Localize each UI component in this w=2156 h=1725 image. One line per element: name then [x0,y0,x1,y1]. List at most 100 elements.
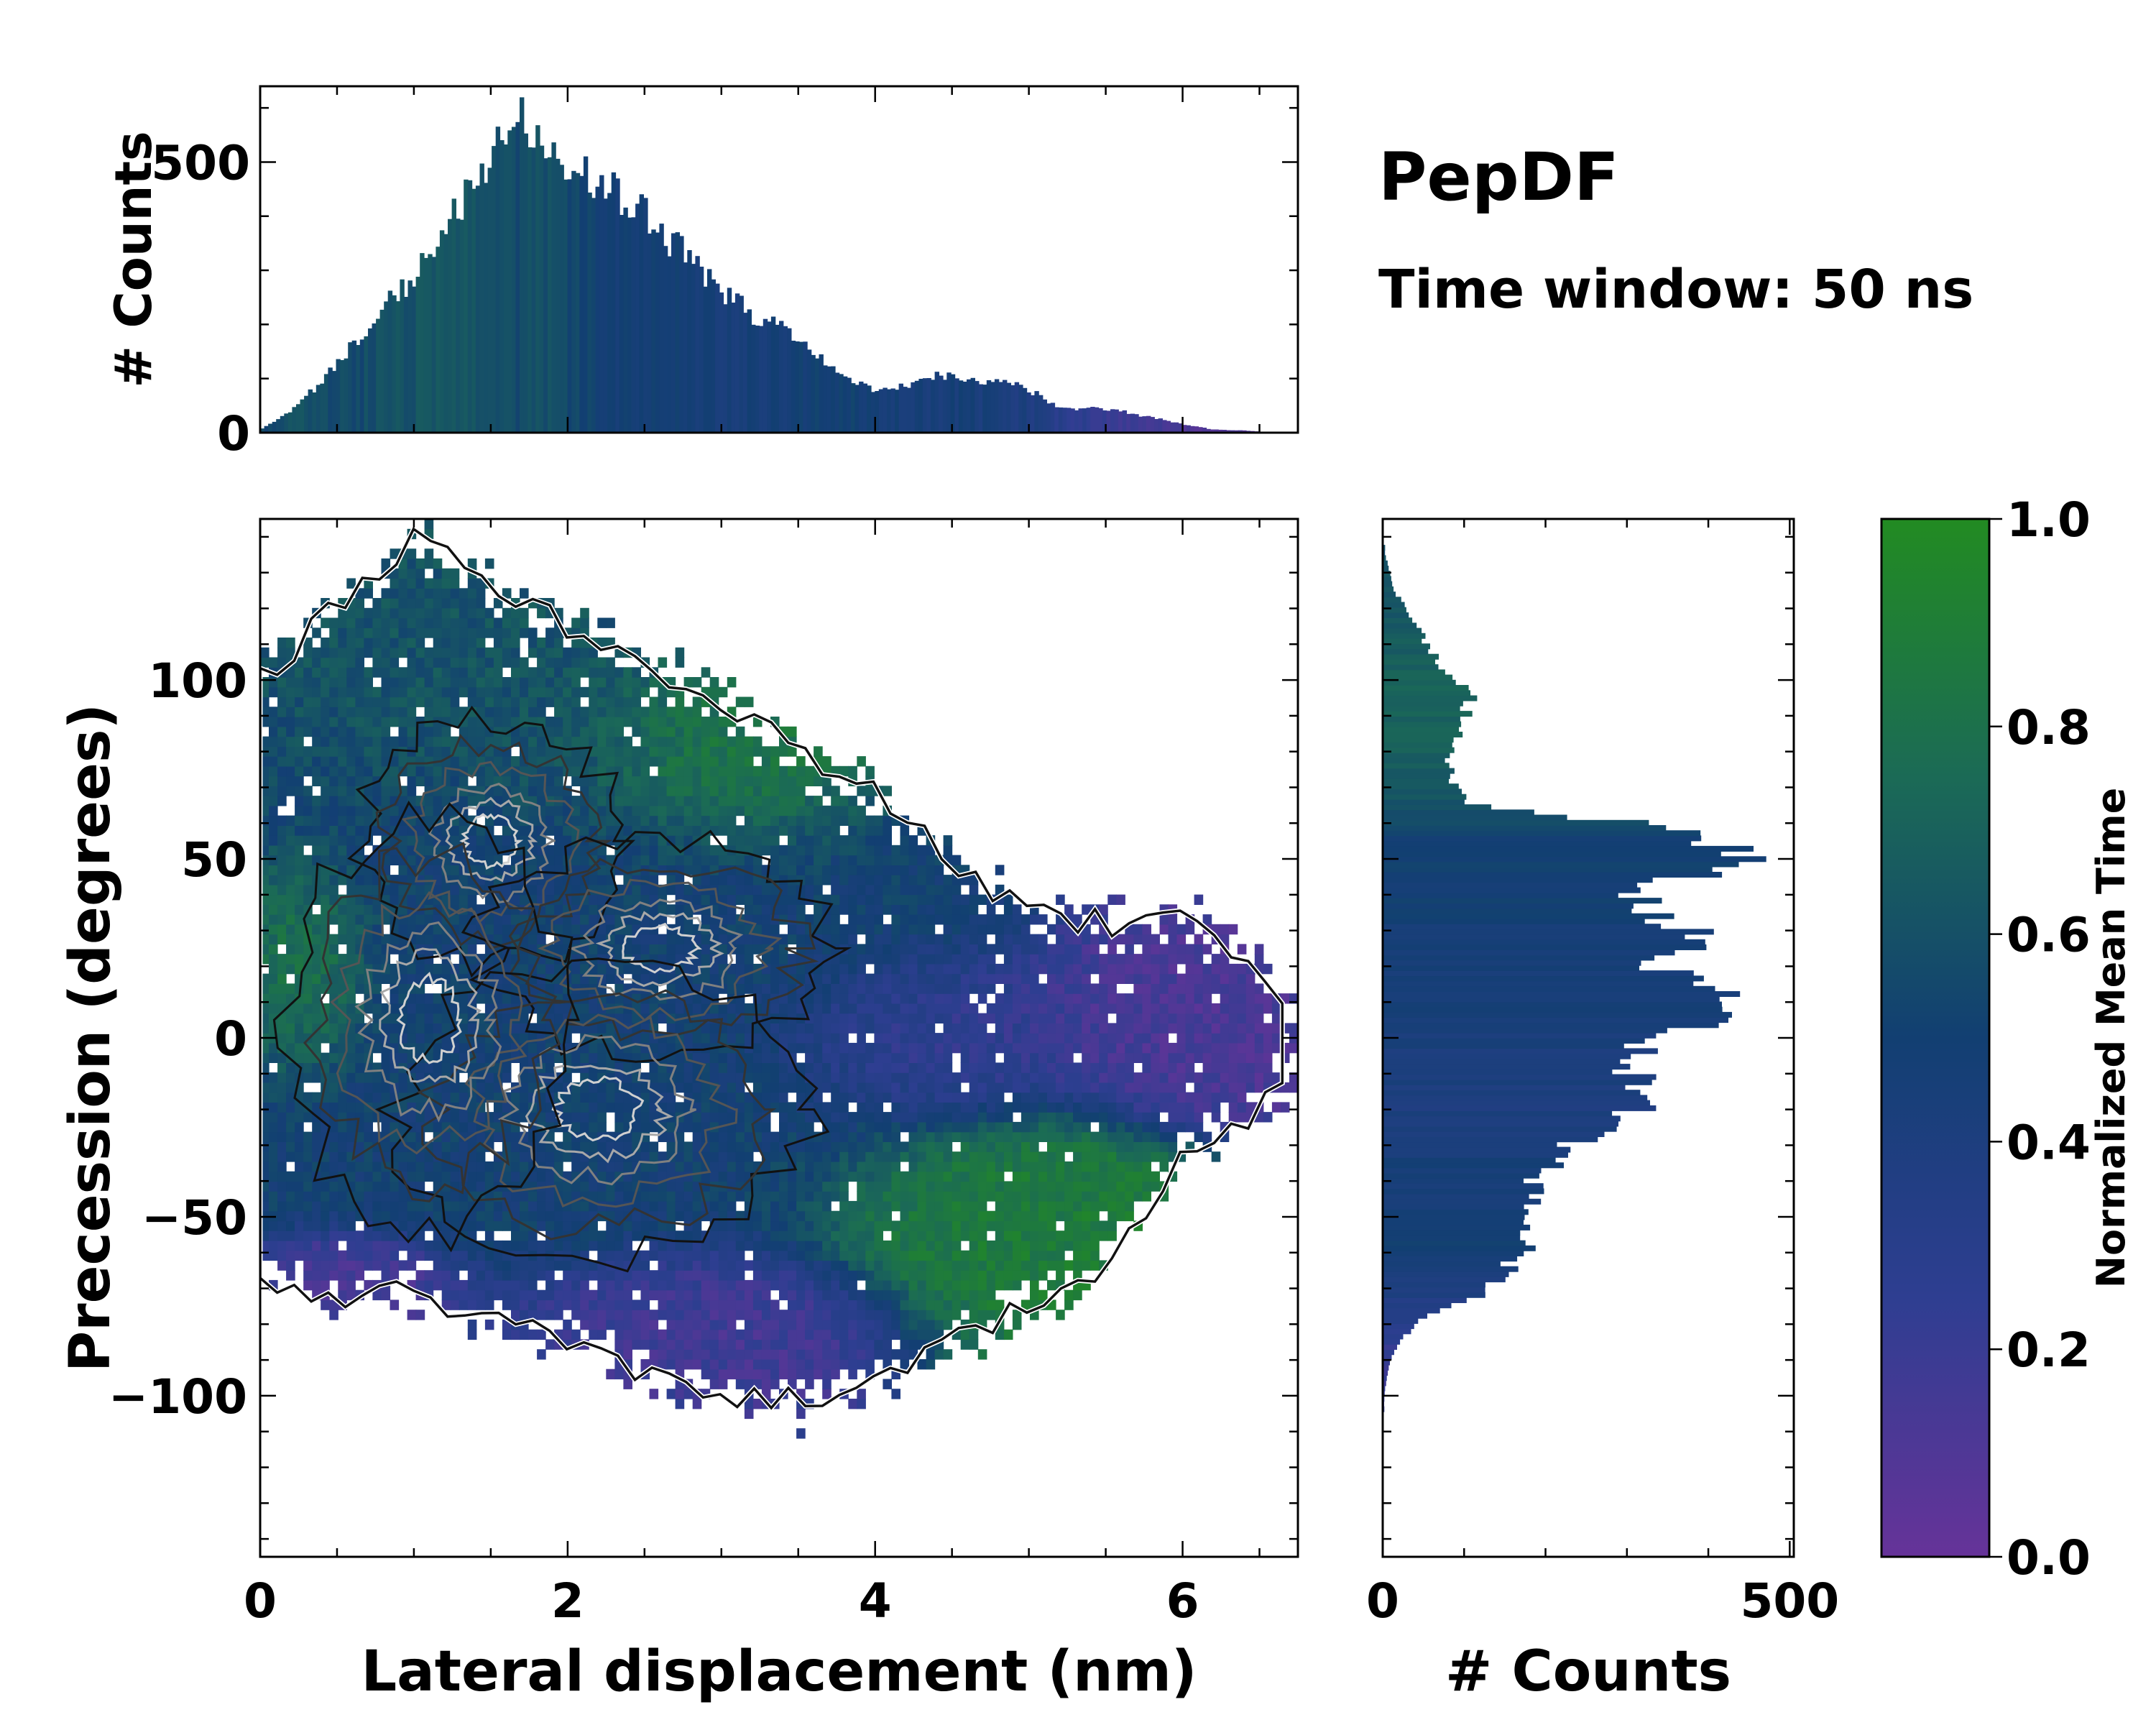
heatmap-cell [788,1181,797,1192]
heatmap-cell [346,1171,356,1182]
heatmap-cell [839,1003,849,1014]
heatmap-cell [752,1191,763,1202]
heatmap-cell [424,805,434,816]
heatmap-cell [788,815,797,826]
heatmap-cell [761,1368,771,1380]
heatmap-cell [623,696,632,707]
heatmap-cell [554,1151,563,1162]
heatmap-cell [433,1042,443,1054]
heatmap-cell [467,607,477,619]
heatmap-cell [848,1260,857,1271]
heatmap-cell [718,717,728,727]
heatmap-cell [788,1368,797,1380]
heatmap-cell [459,1052,469,1063]
heatmap-cell [390,638,400,648]
heatmap-cell [701,746,711,757]
heatmap-cell [744,904,754,915]
heatmap-cell [286,786,295,796]
heatmap-cell [822,963,831,975]
heatmap-cell [467,588,477,599]
heatmap-cell [277,686,287,698]
heatmap-cell [752,1329,763,1340]
heatmap-cell [788,1003,797,1014]
heatmap-cell [355,1270,364,1281]
heatmap-cell [346,756,356,767]
heatmap-cell [727,1033,737,1044]
heatmap-cell [744,934,754,944]
top-histogram-bar [918,379,923,433]
heatmap-cell [640,1310,650,1320]
heatmap-cell [814,1161,823,1172]
top-histogram-bar [870,392,876,433]
heatmap-cell [692,1310,702,1320]
heatmap-cell [269,983,278,994]
heatmap-cell [312,717,321,727]
heatmap-cell [484,776,494,786]
heatmap-cell [424,954,434,965]
heatmap-cell [355,686,364,698]
heatmap-cell [727,1279,737,1291]
heatmap-cell [571,756,581,767]
heatmap-cell [614,686,624,698]
heatmap-cell [831,1121,840,1133]
heatmap-cell [770,1062,780,1073]
heatmap-cell [390,855,400,865]
top-histogram-bar [875,391,880,433]
heatmap-cell [537,1171,546,1182]
heatmap-cell [779,1220,788,1231]
heatmap-cell [580,1052,589,1063]
heatmap-cell [649,1191,659,1202]
heatmap-cell [788,1349,797,1360]
heatmap-cell [520,776,529,786]
heatmap-cell [381,746,391,757]
heatmap-cell [779,1112,788,1123]
heatmap-cell [390,786,400,796]
heatmap-cell [701,1300,711,1310]
heatmap-cell [597,1052,607,1063]
heatmap-cell [796,1171,806,1182]
heatmap-cell [476,627,486,638]
top-histogram-bar [939,375,944,433]
heatmap-cell [286,647,295,658]
heatmap-cell [640,845,650,856]
heatmap-cell [839,815,849,826]
heatmap-cell [545,717,555,727]
heatmap-cell [520,805,529,816]
heatmap-cell [683,776,694,786]
top-histogram-bar [970,377,975,433]
heatmap-cell [269,865,278,875]
heatmap-cell [520,1102,529,1113]
heatmap-cell [277,1082,287,1093]
heatmap-cell [727,875,737,886]
top-histogram-bar [304,395,309,433]
heatmap-cell [364,1181,373,1192]
heatmap-cell [649,736,659,747]
heatmap-cell [493,647,503,658]
heatmap-cell [537,765,546,777]
heatmap-cell [424,765,434,777]
heatmap-cell [303,746,313,757]
heatmap-cell [675,1279,685,1291]
heatmap-cell [761,1121,771,1133]
heatmap-cell [295,677,304,688]
top-histogram-bar [1086,408,1091,433]
heatmap-cell [381,657,391,668]
heatmap-cell [623,796,632,806]
heatmap-cell [779,875,788,886]
heatmap-cell [597,726,607,737]
heatmap-cell [649,707,659,717]
heatmap-cell [321,786,330,796]
heatmap-cell [675,1082,685,1093]
heatmap-cell [831,845,840,856]
heatmap-cell [312,686,321,698]
heatmap-cell [589,894,598,905]
heatmap-cell [459,607,469,619]
heatmap-cell [814,1339,823,1350]
heatmap-cell [295,914,304,925]
heatmap-cell [303,756,313,767]
top-histogram-bar [1190,426,1195,433]
heatmap-cell [658,1279,668,1291]
heatmap-cell [286,884,295,896]
heatmap-cell [269,934,278,944]
heatmap-cell [303,1023,313,1034]
